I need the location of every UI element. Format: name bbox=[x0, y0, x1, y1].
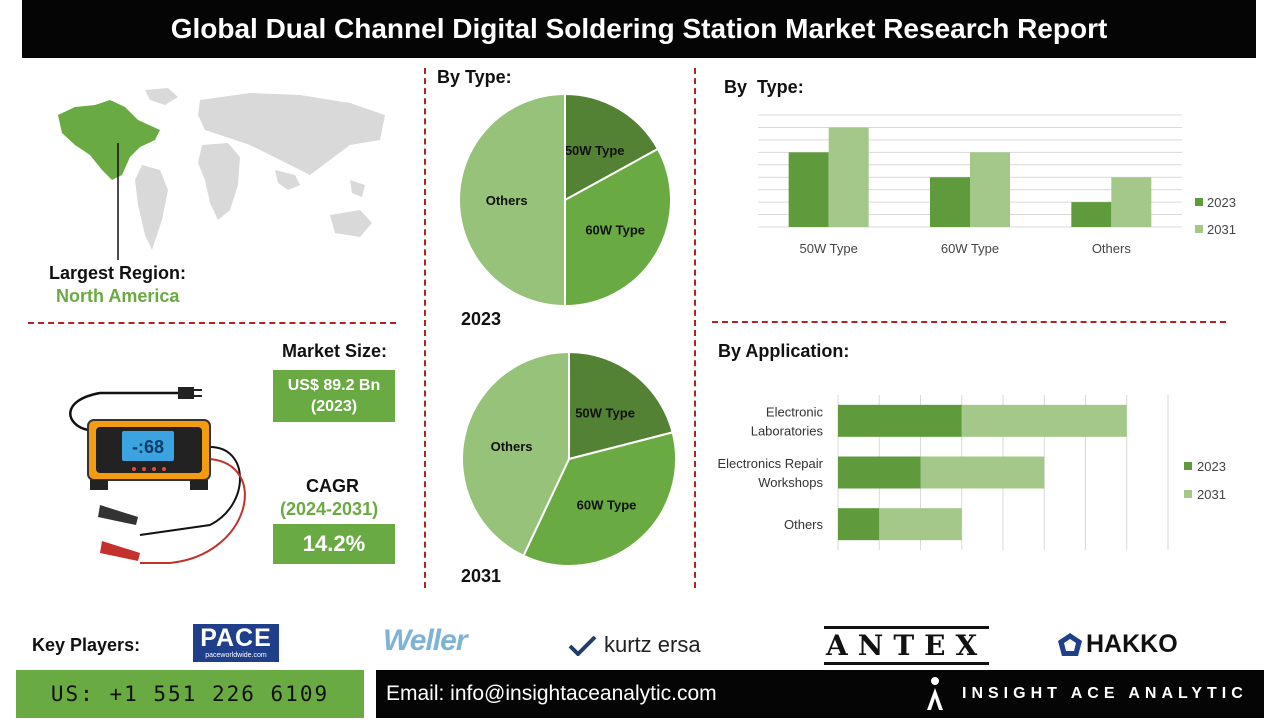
weller-logo: Weller bbox=[383, 624, 467, 657]
type-bar-60w-type-2023 bbox=[930, 177, 970, 227]
type-legend-label-2023: 2023 bbox=[1207, 195, 1236, 210]
brand-block: INSIGHT ACE ANALYTIC bbox=[924, 672, 1248, 716]
email-bar: Email: info@insightaceanalytic.com bbox=[376, 670, 1264, 718]
cagr-period: (2024-2031) bbox=[280, 499, 379, 519]
app-bar-others-2023 bbox=[838, 508, 880, 541]
soldering-station-icon: -:68 bbox=[69, 387, 246, 564]
pie-2023-slice-60w-type bbox=[564, 147, 672, 308]
email-address[interactable]: Email: info@insightaceanalytic.com bbox=[386, 682, 717, 705]
divider-left-horizontal bbox=[28, 322, 396, 324]
hakko-mark-icon bbox=[1058, 632, 1082, 656]
app-category-label-electronic-laboratories: Electronic bbox=[766, 404, 824, 419]
app-legend-swatch-2023 bbox=[1184, 462, 1192, 470]
largest-region-label: Largest Region: bbox=[49, 263, 187, 283]
bar-type-title: By Type: bbox=[724, 77, 804, 97]
app-legend-label-2023: 2023 bbox=[1197, 459, 1226, 474]
type-category-label-others: Others bbox=[1092, 241, 1132, 256]
pie-2031-slice-50w-type bbox=[568, 350, 674, 461]
type-legend-swatch-2023 bbox=[1195, 198, 1203, 206]
kurtz-ersa-logo-text: kurtz ersa bbox=[604, 632, 701, 657]
market-size-value: US$ 89.2 Bn bbox=[287, 377, 381, 394]
app-bar-electronic-laboratories-2023 bbox=[838, 404, 962, 437]
app-bar-electronics-repair-workshops-2023 bbox=[838, 456, 921, 489]
pie-2023-slice-50w-type bbox=[564, 92, 660, 202]
brand-name: INSIGHT ACE ANALYTIC bbox=[962, 685, 1248, 702]
kurtz-ersa-logo: kurtz ersa bbox=[568, 632, 701, 658]
antex-logo: ANTEX bbox=[824, 625, 990, 665]
pie-2023-label-60w-type: 60W Type bbox=[585, 223, 645, 238]
pace-logo-text: PACE bbox=[200, 624, 272, 652]
type-category-label-50w-type: 50W Type bbox=[800, 241, 858, 256]
pie-2031-slice-60w-type bbox=[522, 431, 677, 567]
pie-2023-slice-others bbox=[458, 92, 566, 308]
type-bar-60w-type-2031 bbox=[970, 152, 1010, 227]
cagr-label: CAGR bbox=[306, 476, 359, 496]
divider-right bbox=[694, 68, 696, 588]
pace-logo-url: paceworldwide.com bbox=[205, 652, 267, 659]
world-map-icon bbox=[58, 88, 385, 260]
type-bar-50w-type-2023 bbox=[788, 152, 829, 227]
app-bar-electronics-repair-workshops-2031 bbox=[920, 456, 1045, 489]
app-section-title: By Application: bbox=[718, 341, 850, 361]
key-players-label: Key Players: bbox=[32, 635, 141, 655]
type-bar-others-2023 bbox=[1071, 202, 1112, 227]
hakko-logo: HAKKO bbox=[1056, 630, 1178, 659]
largest-region-value: North America bbox=[56, 286, 180, 306]
app-category-label-others: Others bbox=[784, 517, 824, 532]
app-category-label-electronic-laboratories: Laboratories bbox=[751, 423, 824, 438]
divider-left bbox=[424, 68, 426, 588]
type-legend-label-2031: 2031 bbox=[1207, 222, 1236, 237]
pie-2031-slice-others bbox=[461, 350, 570, 558]
pie-chart-2023: 50W Type 60W Type Others bbox=[458, 92, 672, 308]
app-bar-others-2031 bbox=[879, 508, 962, 541]
market-size-box: US$ 89.2 Bn (2023) bbox=[273, 370, 395, 422]
market-size-label: Market Size: bbox=[282, 341, 388, 361]
app-legend-label-2031: 2031 bbox=[1197, 487, 1226, 502]
phone-number[interactable]: US: +1 551 226 6109 bbox=[16, 670, 364, 718]
pace-logo: PACE paceworldwide.com bbox=[193, 624, 279, 662]
pie-2031-year: 2031 bbox=[461, 566, 502, 586]
pie-2031-label-50w-type: 50W Type bbox=[575, 405, 635, 420]
type-category-label-60w-type: 60W Type bbox=[941, 241, 999, 256]
pie-2023-year: 2023 bbox=[461, 309, 502, 329]
device-display-text: -:68 bbox=[132, 437, 164, 457]
pie-2023-label-others: Others bbox=[486, 193, 528, 208]
pie-section-title: By Type: bbox=[437, 67, 512, 87]
app-legend-swatch-2031 bbox=[1184, 490, 1192, 498]
app-category-label-electronics-repair-workshops: Electronics Repair bbox=[718, 456, 824, 471]
antex-logo-text: ANTEX bbox=[824, 625, 990, 665]
kurtz-ersa-mark-icon bbox=[568, 635, 597, 656]
pie-2023-label-50w-type: 50W Type bbox=[565, 143, 625, 158]
hakko-logo-text: HAKKO bbox=[1086, 630, 1178, 658]
type-legend-swatch-2031 bbox=[1195, 225, 1203, 233]
bar-chart-by-type: 50W Type 60W Type Others 2023 2031 bbox=[758, 114, 1236, 256]
app-bar-electronic-laboratories-2031 bbox=[961, 404, 1127, 437]
report-title: Global Dual Channel Digital Soldering St… bbox=[22, 0, 1256, 58]
brand-logo-icon bbox=[927, 677, 943, 710]
pie-2031-label-60w-type: 60W Type bbox=[577, 497, 637, 512]
pie-2031-label-others: Others bbox=[491, 439, 533, 454]
pie-chart-2031: 50W Type 60W Type Others bbox=[461, 350, 677, 567]
divider-right-horizontal bbox=[712, 321, 1226, 323]
type-bar-50w-type-2031 bbox=[828, 127, 869, 227]
cagr-value: 14.2% bbox=[273, 524, 395, 564]
app-category-label-electronics-repair-workshops: Workshops bbox=[758, 475, 823, 490]
type-bar-others-2031 bbox=[1111, 177, 1152, 227]
market-size-year: (2023) bbox=[310, 398, 358, 415]
bar-chart-by-application: Electronic Laboratories Electronics Repair… bbox=[718, 395, 1226, 550]
